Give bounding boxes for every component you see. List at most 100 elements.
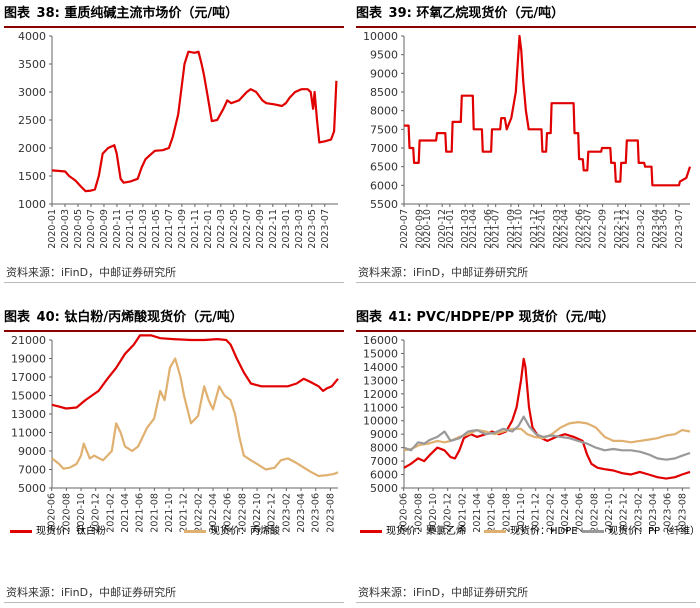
source-note: 资料来源：iFinD，中邮证券研究所 — [6, 266, 177, 279]
x-tick-label: 2021-10 — [164, 493, 175, 533]
divider — [4, 602, 344, 603]
legend-label: 现货价：钛白粉 — [36, 526, 106, 537]
y-tick-label: 19000 — [11, 353, 46, 366]
y-tick-label: 8500 — [370, 86, 398, 99]
x-tick-label: 2022-10 — [252, 493, 263, 533]
title-prefix: 图表 — [356, 310, 383, 325]
x-tick-label: 2021-03 — [138, 209, 149, 249]
x-tick-label: 2020-06 — [399, 493, 410, 533]
panel-title: 图表 39: 环氧乙烷现货价（元/吨） — [356, 2, 696, 28]
x-tick-label: 2022-04 — [559, 209, 570, 249]
x-tick-label: 2022-05 — [229, 209, 240, 249]
x-tick-label: 2022-03 — [216, 209, 227, 249]
x-tick-label: 2021-06 — [487, 493, 498, 533]
y-tick-label: 8000 — [370, 442, 398, 455]
x-tick-label: 2022-08 — [237, 493, 248, 533]
line-chart: 5000 7000 9000 11000 13000 15000 17000 19000 210… — [11, 334, 339, 533]
y-tick-label: 10000 — [363, 30, 398, 43]
x-tick-label: 2023-02 — [636, 209, 647, 249]
title-prefix: 图表 — [356, 6, 383, 21]
x-tick-label: 2020-10 — [428, 493, 439, 533]
legend-item: 现货价：PP（纤维） — [582, 522, 700, 537]
x-tick-label: 2021-10 — [514, 209, 525, 249]
legend-label: 现货价：丙烯酸 — [210, 526, 280, 537]
x-tick-label: 2020-10 — [76, 493, 87, 533]
x-tick-label: 2020-09 — [99, 209, 110, 249]
x-tick-label: 2021-02 — [457, 493, 468, 533]
x-tick-label: 2023-07 — [320, 209, 331, 249]
title-prefix: 图表 — [4, 6, 31, 21]
x-tick-label: 2023-08 — [677, 493, 688, 533]
y-tick-label: 11000 — [11, 427, 46, 440]
series-line-2 — [403, 415, 691, 461]
source-note: 资料来源：iFinD，中邮证券研究所 — [6, 586, 177, 599]
y-tick-label: 13000 — [11, 408, 46, 421]
y-tick-label: 9000 — [18, 445, 46, 458]
x-tick-label: 2022-01 — [537, 209, 548, 249]
x-tick-label: 2023-04 — [651, 209, 662, 249]
line-chart: 5000600070008000900010000110001200013000… — [363, 334, 691, 533]
y-tick-label: 7000 — [370, 142, 398, 155]
series-line-0 — [404, 34, 692, 187]
x-tick-label: 2023-03 — [294, 209, 305, 249]
x-tick-label: 2021-06 — [483, 209, 494, 249]
chart-panel-pvc-hdpe-pp: 图表 41: PVC/HDPE/PP 现货价（元/吨） 5000 6000 7000… — [356, 304, 700, 608]
legend-swatch — [484, 529, 506, 533]
x-tick-label: 2021-08 — [501, 493, 512, 533]
x-tick-label: 2023-05 — [307, 209, 318, 249]
legend-item: 现货价：聚氯乙烯 — [360, 522, 466, 537]
legend-item: 现货价：钛白粉 — [10, 522, 106, 537]
x-tick-label: 2023-04 — [296, 493, 307, 533]
title-text: 钛白粉/丙烯酸现货价（元/吨） — [64, 310, 243, 325]
x-tick-label: 2020-08 — [61, 493, 72, 533]
title-number: 40: — [36, 310, 60, 325]
line-chart: 5500 6000 6500 7000 7500 8000 8500 9000 9500 1000… — [363, 30, 692, 249]
x-tick-label: 2020-12 — [91, 493, 102, 533]
y-tick-label: 8000 — [370, 105, 398, 118]
x-tick-label: 2022-12 — [621, 209, 632, 249]
x-tick-label: 2021-12 — [531, 493, 542, 533]
y-tick-label: 9000 — [370, 428, 398, 441]
x-tick-label: 2022-06 — [223, 493, 234, 533]
legend-swatch — [10, 529, 32, 533]
y-tick-label: 13000 — [363, 374, 398, 387]
y-tick-label: 5500 — [370, 198, 398, 211]
y-tick-label: 1000 — [18, 198, 46, 211]
y-tick-label: 7000 — [370, 455, 398, 468]
divider — [356, 602, 696, 603]
x-tick-label: 2022-11 — [268, 209, 279, 249]
x-tick-label: 2022-04 — [560, 493, 571, 533]
x-tick-label: 2023-04 — [648, 493, 659, 533]
x-tick-label: 2020-06 — [47, 493, 58, 533]
x-tick-label: 2021-12 — [179, 493, 190, 533]
x-tick-label: 2021-09 — [506, 209, 517, 249]
panel-title: 图表 40: 钛白粉/丙烯酸现货价（元/吨） — [4, 306, 344, 332]
legend-label: 现货价：HDPE — [510, 526, 578, 537]
title-number: 41: — [388, 310, 412, 325]
y-tick-label: 5000 — [18, 482, 46, 495]
chart-panel-ethylene-oxide: 图表 39: 环氧乙烷现货价（元/吨） 5500 6000 6500 7000 7500… — [356, 0, 696, 304]
x-tick-label: 2022-09 — [598, 209, 609, 249]
x-tick-label: 2021-08 — [149, 493, 160, 533]
x-tick-label: 2020-01 — [47, 209, 58, 249]
x-tick-label: 2021-11 — [190, 209, 201, 249]
series-line-0 — [403, 357, 691, 480]
x-tick-label: 2023-07 — [674, 209, 685, 249]
x-tick-label: 2021-07 — [164, 209, 175, 249]
x-tick-label: 2022-04 — [208, 493, 219, 533]
x-tick-label: 2022-12 — [619, 493, 630, 533]
x-tick-label: 2020-05 — [73, 209, 84, 249]
y-tick-label: 6500 — [370, 161, 398, 174]
x-tick-label: 2021-01 — [445, 209, 456, 249]
y-tick-label: 7000 — [18, 464, 46, 477]
x-tick-label: 2022-02 — [193, 493, 204, 533]
x-tick-label: 2023-02 — [633, 493, 644, 533]
source-note: 资料来源：iFinD，中邮证券研究所 — [358, 266, 529, 279]
y-tick-label: 14000 — [363, 361, 398, 374]
x-tick-label: 2022-11 — [613, 209, 624, 249]
y-tick-label: 21000 — [11, 334, 46, 347]
x-tick-label: 2020-08 — [413, 493, 424, 533]
y-tick-label: 12000 — [363, 388, 398, 401]
x-tick-label: 2021-04 — [468, 209, 479, 249]
